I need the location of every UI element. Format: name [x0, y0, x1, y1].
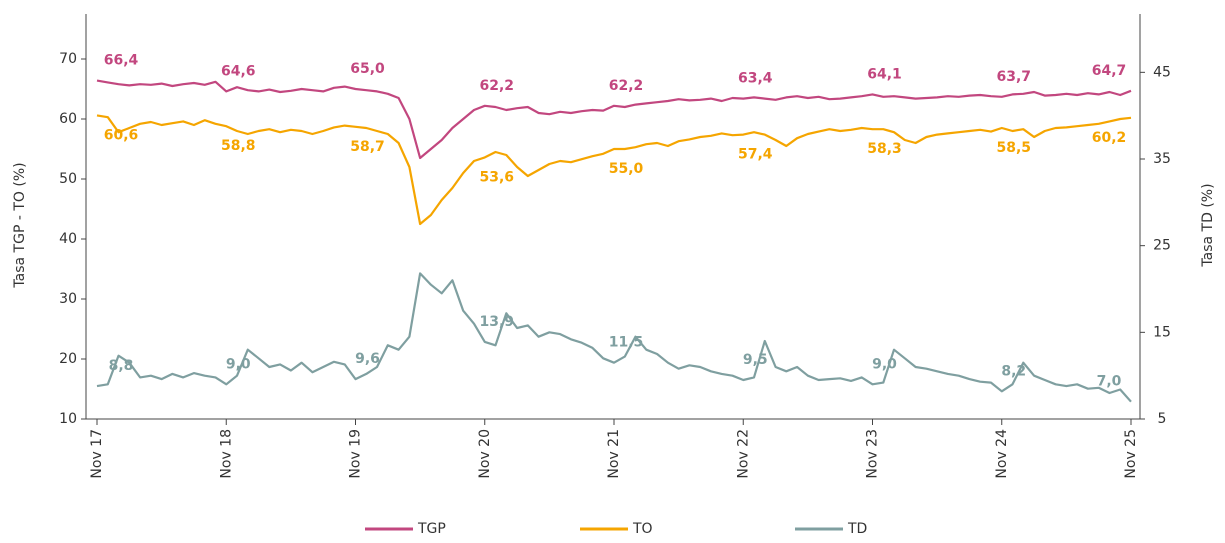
- y2-tick-label: 5: [1158, 411, 1167, 427]
- legend-label: TD: [847, 521, 867, 537]
- data-label: 9,0: [872, 356, 897, 372]
- legend-label: TGP: [417, 521, 446, 537]
- data-label: 64,6: [221, 63, 256, 79]
- x-tick-label: Nov 17: [89, 429, 105, 479]
- y-axis-label: Tasa TGP - TO (%): [12, 162, 28, 288]
- y-tick-label: 50: [59, 171, 77, 187]
- data-label: 58,3: [867, 141, 902, 157]
- y2-tick-label: 15: [1153, 324, 1171, 340]
- x-tick-label: Nov 22: [735, 429, 751, 479]
- data-label: 58,8: [221, 138, 256, 154]
- x-tick-label: Nov 19: [348, 429, 364, 479]
- data-label: 57,4: [738, 147, 773, 163]
- x-tick-label: Nov 18: [218, 429, 234, 479]
- y2-axis-label: Tasa TD (%): [1200, 183, 1216, 267]
- data-label: 55,0: [609, 161, 644, 177]
- y-tick-label: 60: [59, 111, 77, 127]
- data-label: 63,4: [738, 71, 773, 87]
- x-tick-label: Nov 20: [477, 429, 493, 479]
- data-label: 9,5: [743, 352, 768, 368]
- data-label: 64,1: [867, 66, 902, 82]
- x-tick-label: Nov 25: [1123, 429, 1139, 479]
- y2-tick-label: 25: [1153, 238, 1171, 254]
- y-tick-label: 70: [59, 51, 77, 67]
- data-label: 60,6: [104, 127, 139, 143]
- data-label: 11,5: [609, 335, 644, 351]
- data-label: 60,2: [1092, 130, 1127, 146]
- data-label: 66,4: [104, 53, 139, 69]
- series-line: [96, 272, 1132, 403]
- legend-label: TO: [632, 521, 653, 537]
- data-label: 62,2: [479, 78, 514, 94]
- x-tick-label: Nov 21: [606, 429, 622, 479]
- x-tick-label: Nov 24: [994, 429, 1010, 479]
- data-label: 63,7: [996, 69, 1031, 85]
- data-label: 64,7: [1092, 63, 1127, 79]
- y2-tick-label: 45: [1153, 64, 1171, 80]
- y2-tick-label: 35: [1153, 151, 1171, 167]
- data-label: 8,8: [109, 358, 134, 374]
- data-label: 7,0: [1097, 374, 1122, 390]
- data-label: 13,9: [479, 314, 514, 330]
- data-label: 8,2: [1001, 363, 1026, 379]
- data-label: 9,0: [226, 356, 251, 372]
- y-tick-label: 30: [59, 291, 77, 307]
- data-label: 65,0: [350, 61, 385, 77]
- data-label: 53,6: [479, 169, 514, 185]
- data-label: 62,2: [609, 78, 644, 94]
- y-tick-label: 20: [59, 351, 77, 367]
- series-line: [96, 114, 1132, 226]
- data-label: 58,7: [350, 139, 385, 155]
- series-line: [96, 79, 1132, 160]
- data-label: 9,6: [355, 351, 380, 367]
- y-tick-label: 10: [59, 411, 77, 427]
- y-tick-label: 40: [59, 231, 77, 247]
- x-tick-label: Nov 23: [865, 429, 881, 479]
- data-label: 58,5: [996, 140, 1031, 156]
